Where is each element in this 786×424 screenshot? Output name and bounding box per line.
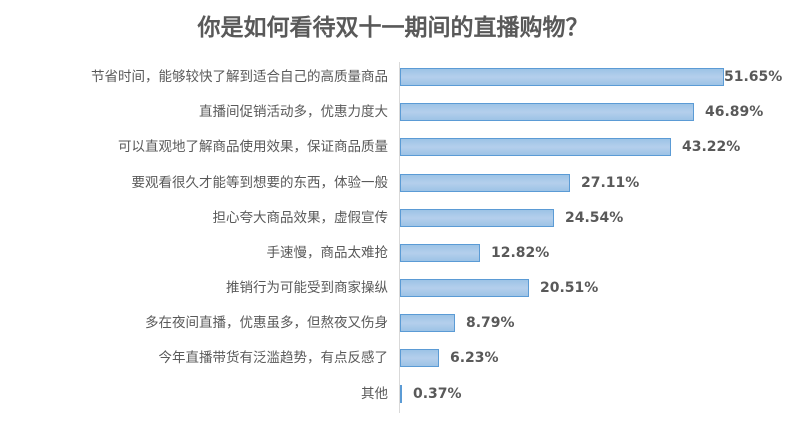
bar-row: 手速慢，商品太难抢 12.82% <box>0 244 786 262</box>
chart-title: 你是如何看待双十一期间的直播购物？ <box>197 15 589 41</box>
data-label: 20.51% <box>540 280 599 296</box>
data-label: 51.65% <box>724 69 783 85</box>
data-label: 27.11% <box>581 175 640 191</box>
bar-row: 要观看很久才能等到想要的东西，体验一般 27.11% <box>0 174 786 192</box>
bar <box>400 103 694 121</box>
category-label: 要观看很久才能等到想要的东西，体验一般 <box>131 175 389 191</box>
category-label: 可以直观地了解商品使用效果，保证商品质量 <box>118 139 388 155</box>
bar <box>400 314 455 332</box>
bar-row: 多在夜间直播，优惠虽多，但熬夜又伤身 8.79% <box>0 314 786 332</box>
category-axis-line <box>399 62 400 413</box>
bar <box>400 244 480 262</box>
data-label: 6.23% <box>450 350 499 366</box>
bar <box>400 349 439 367</box>
category-label: 直播间促销活动多，优惠力度大 <box>199 104 388 120</box>
bar <box>400 174 570 192</box>
data-label: 24.54% <box>565 210 624 226</box>
bar-row: 担心夸大商品效果，虚假宣传 24.54% <box>0 209 786 227</box>
category-label: 节省时间，能够较快了解到适合自己的高质量商品 <box>91 69 388 85</box>
category-label: 今年直播带货有泛滥趋势，有点反感了 <box>158 350 389 366</box>
bar-row: 其他 0.37% <box>0 385 786 403</box>
bar <box>400 385 402 403</box>
bar <box>400 68 724 86</box>
data-label: 46.89% <box>705 104 764 120</box>
category-label: 担心夸大商品效果，虚假宣传 <box>212 210 389 226</box>
data-label: 43.22% <box>682 139 741 155</box>
bar-row: 节省时间，能够较快了解到适合自己的高质量商品 51.65% <box>0 68 786 86</box>
category-label: 推销行为可能受到商家操纵 <box>226 280 388 296</box>
data-label: 12.82% <box>491 245 550 261</box>
bar-row: 推销行为可能受到商家操纵 20.51% <box>0 279 786 297</box>
bar <box>400 209 554 227</box>
bar <box>400 138 671 156</box>
category-label: 多在夜间直播，优惠虽多，但熬夜又伤身 <box>145 315 388 331</box>
bar-row: 可以直观地了解商品使用效果，保证商品质量 43.22% <box>0 138 786 156</box>
bar-row: 直播间促销活动多，优惠力度大 46.89% <box>0 103 786 121</box>
bar <box>400 279 529 297</box>
category-label: 其他 <box>361 386 388 402</box>
category-label: 手速慢，商品太难抢 <box>266 245 389 261</box>
bar-row: 今年直播带货有泛滥趋势，有点反感了 6.23% <box>0 349 786 367</box>
data-label: 8.79% <box>466 315 515 331</box>
data-label: 0.37% <box>413 386 462 402</box>
